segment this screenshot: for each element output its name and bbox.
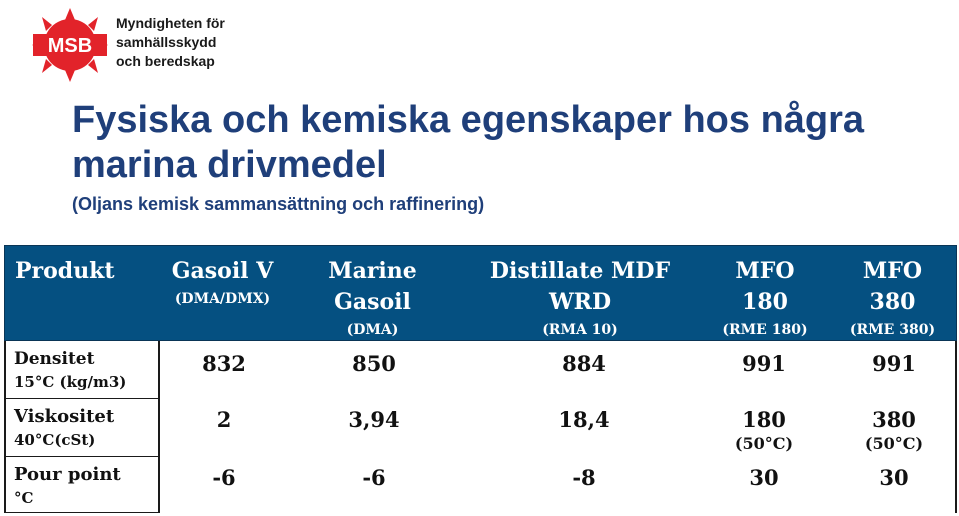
row-label: Pour point °C bbox=[4, 457, 158, 513]
cell-gasoil-v: 2 bbox=[216, 407, 232, 432]
right-border bbox=[955, 341, 957, 513]
cell-distillate: 18,4 bbox=[558, 407, 610, 432]
table-row: Viskositet 40°C(cSt) 2 3,94 18,4 180 (50… bbox=[4, 399, 957, 457]
header-mfo-380: MFO 380 (RME 380) bbox=[849, 258, 936, 338]
page-subtitle: (Oljans kemisk sammansättning och raffin… bbox=[72, 194, 485, 214]
cell-mfo-380: 30 bbox=[879, 465, 909, 490]
table-body: Densitet 15°C (kg/m3) 832 850 884 991 99… bbox=[4, 341, 957, 513]
cell-marine-gasoil: 850 bbox=[352, 351, 396, 376]
cell-distillate: -8 bbox=[572, 465, 596, 490]
header-distillate: Distillate MDF WRD (RMA 10) bbox=[489, 258, 671, 338]
logo-line-2: samhällsskydd bbox=[116, 34, 217, 50]
header-mfo-180: MFO 180 (RME 180) bbox=[722, 258, 808, 338]
header-marine-gasoil: Marine Gasoil (DMA) bbox=[328, 258, 417, 338]
header-produkt: Produkt bbox=[15, 258, 115, 284]
cell-marine-gasoil: -6 bbox=[362, 465, 386, 490]
cell-mfo-180: 30 bbox=[749, 465, 779, 490]
cell-mfo-380: 991 bbox=[872, 351, 916, 376]
logo-line-1: Myndigheten för bbox=[116, 15, 225, 31]
cell-mfo-180: 991 bbox=[742, 351, 786, 376]
msb-logo: MSB bbox=[32, 8, 108, 82]
header-gasoil-v: Gasoil V (DMA/DMX) bbox=[171, 258, 274, 307]
logo-text: Myndigheten för samhällsskydd och bereds… bbox=[116, 14, 225, 71]
cell-gasoil-v: 832 bbox=[202, 351, 246, 376]
row-label: Densitet 15°C (kg/m3) bbox=[4, 341, 158, 399]
cell-mfo-180: 180 (50°C) bbox=[734, 407, 794, 453]
fuel-properties-table: Produkt Gasoil V (DMA/DMX) Marine Gasoil… bbox=[4, 245, 957, 513]
cell-gasoil-v: -6 bbox=[212, 465, 236, 490]
row-label: Viskositet 40°C(cSt) bbox=[4, 399, 158, 457]
page-title: Fysiska och kemiska egenskaper hos några… bbox=[72, 99, 865, 186]
cell-distillate: 884 bbox=[562, 351, 606, 376]
table-row: Pour point °C -6 -6 -8 30 30 bbox=[4, 457, 957, 513]
column-divider bbox=[158, 341, 160, 513]
table-header: Produkt Gasoil V (DMA/DMX) Marine Gasoil… bbox=[4, 245, 957, 341]
cell-marine-gasoil: 3,94 bbox=[348, 407, 400, 432]
logo-mark-text: MSB bbox=[48, 35, 92, 57]
cell-mfo-380: 380 (50°C) bbox=[864, 407, 924, 453]
logo-line-3: och beredskap bbox=[116, 53, 215, 69]
table-row: Densitet 15°C (kg/m3) 832 850 884 991 99… bbox=[4, 341, 957, 399]
